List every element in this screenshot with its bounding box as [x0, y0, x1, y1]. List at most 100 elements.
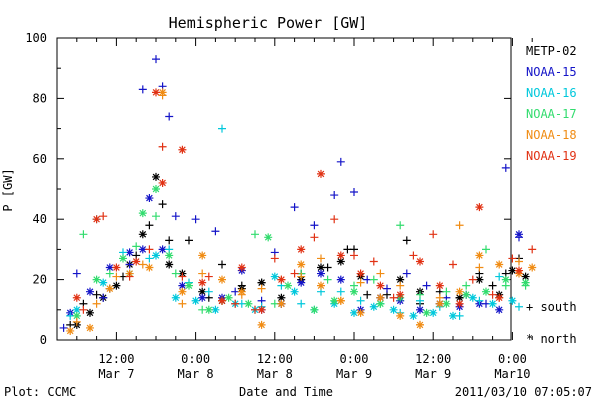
point-north: [317, 263, 325, 272]
point-south: [125, 272, 134, 281]
point-south: [356, 278, 365, 287]
point-north: [198, 287, 207, 296]
point-north: [264, 233, 273, 242]
point-north: [330, 296, 339, 305]
point-north: [317, 269, 325, 278]
point-north: [145, 194, 154, 203]
point-south: [330, 215, 339, 224]
x-tick-label-time: 0:00: [498, 352, 527, 366]
point-north: [237, 263, 246, 272]
point-south: [383, 284, 391, 293]
point-north: [138, 209, 147, 218]
point-south: [402, 269, 411, 278]
point-north: [152, 185, 160, 193]
point-north: [72, 305, 81, 314]
point-south: [330, 191, 339, 200]
point-north: [198, 293, 207, 302]
x-tick-label-time: 12:00: [98, 352, 134, 366]
point-north: [369, 302, 378, 311]
point-south: [79, 305, 88, 314]
point-north: [105, 263, 114, 272]
point-south: [152, 212, 160, 221]
point-north: [277, 275, 286, 284]
x-tick-label-date: Mar 8: [257, 367, 293, 381]
point-north: [350, 308, 358, 317]
point-south: [270, 254, 279, 263]
point-south: [158, 142, 167, 151]
point-south: [158, 200, 167, 209]
point-south: [145, 221, 154, 230]
point-south: [515, 302, 523, 311]
point-north: [224, 293, 233, 302]
x-tick-label-time: 12:00: [415, 352, 451, 366]
point-north: [218, 275, 226, 284]
point-south: [409, 251, 418, 260]
legend-item-noaa-15: NOAA-15: [526, 65, 577, 79]
point-north: [449, 311, 457, 320]
x-tick-label-date: Mar 8: [178, 367, 214, 381]
point-north: [416, 305, 424, 314]
point-north: [376, 281, 385, 290]
legend-symbol-south: + south: [526, 300, 577, 314]
point-south: [211, 227, 220, 236]
point-north: [475, 275, 484, 284]
point-north: [501, 275, 510, 284]
point-south: [416, 290, 424, 299]
point-north: [297, 278, 306, 287]
point-south: [191, 215, 200, 224]
point-north: [310, 305, 319, 314]
point-north: [105, 284, 114, 293]
point-north: [336, 251, 345, 260]
point-north: [92, 215, 101, 224]
point-north: [185, 281, 193, 290]
point-south: [204, 272, 213, 281]
point-north: [290, 287, 299, 296]
point-south: [402, 236, 411, 245]
point-north: [508, 296, 517, 305]
point-north: [521, 278, 530, 287]
point-south: [92, 290, 101, 299]
point-north: [297, 260, 306, 269]
x-tick-label-date: Mar 9: [336, 367, 372, 381]
point-north: [198, 278, 207, 287]
point-south: [125, 260, 134, 269]
point-south: [297, 272, 306, 281]
point-north: [416, 320, 424, 329]
point-north: [284, 281, 292, 290]
point-north: [515, 230, 523, 239]
point-north: [482, 287, 490, 296]
point-north: [389, 305, 398, 314]
point-north: [515, 266, 523, 275]
point-south: [310, 233, 319, 242]
legend-item-noaa-19: NOAA-19: [526, 149, 577, 163]
point-south: [145, 245, 154, 254]
point-south: [429, 230, 438, 239]
point-north: [112, 263, 121, 272]
point-south: [132, 242, 141, 251]
point-north: [462, 290, 471, 299]
y-axis-label: P [GW]: [1, 168, 15, 211]
point-north: [277, 299, 286, 308]
point-south: [336, 287, 345, 296]
point-south: [363, 290, 372, 299]
point-north: [218, 296, 226, 305]
x-axis-label: Date and Time: [239, 385, 333, 399]
y-axis: 0 20 40 60 80 100: [25, 31, 511, 347]
chart-title: Hemispheric Power [GW]: [169, 14, 368, 32]
y-tick-label: 20: [33, 273, 47, 287]
point-north: [435, 281, 444, 290]
point-north: [152, 251, 160, 260]
point-south: [231, 299, 240, 308]
x-tick-label-time: 0:00: [181, 352, 210, 366]
point-south: [165, 236, 174, 245]
point-south: [376, 269, 385, 278]
point-south: [297, 299, 306, 308]
point-south: [152, 55, 160, 64]
point-south: [99, 293, 108, 302]
point-south: [323, 275, 332, 284]
point-north: [455, 287, 464, 296]
point-north: [468, 293, 477, 302]
point-north: [86, 308, 94, 317]
